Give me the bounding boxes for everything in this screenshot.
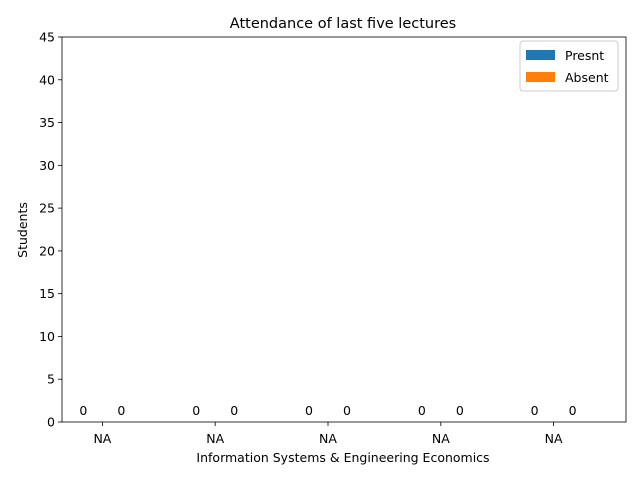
bar-value-label: 0: [117, 403, 125, 418]
y-tick-label: 35: [39, 115, 55, 130]
legend-label-absent: Absent: [565, 70, 609, 85]
bar-value-label: 0: [569, 403, 577, 418]
bar-value-label: 0: [192, 403, 200, 418]
bar-value-label: 0: [230, 403, 238, 418]
legend-entry-absent: Absent: [526, 70, 609, 85]
bar-value-label: 0: [531, 403, 539, 418]
y-tick-label: 0: [47, 415, 55, 430]
y-ticks-layer: 0 5 10 15 20 25 30 35 40 45: [39, 30, 62, 430]
bar-value-label: 0: [343, 403, 351, 418]
x-tick-label: NA: [206, 431, 224, 446]
x-ticks-layer: NA NA NA NA NA: [93, 422, 563, 446]
y-tick-label: 15: [39, 286, 55, 301]
y-tick-label: 5: [47, 372, 55, 387]
y-tick-label: 25: [39, 201, 55, 216]
y-tick-label: 30: [39, 158, 55, 173]
bar-value-label: 0: [418, 403, 426, 418]
y-tick-label: 40: [39, 72, 55, 87]
legend-swatch-absent: [526, 72, 555, 82]
x-tick-label: NA: [432, 431, 450, 446]
x-tick-label: NA: [319, 431, 337, 446]
x-tick-label: NA: [545, 431, 563, 446]
x-axis-label: Information Systems & Engineering Econom…: [196, 450, 489, 465]
data-labels-layer: 0 0 0 0 0 0 0 0 0 0: [79, 403, 576, 418]
y-tick-label: 10: [39, 329, 55, 344]
x-tick-label: NA: [93, 431, 111, 446]
y-tick-label: 45: [39, 30, 55, 45]
legend-swatch-present: [526, 50, 555, 60]
plot-frame: [61, 36, 627, 423]
bar-value-label: 0: [79, 403, 87, 418]
legend: Presnt Absent: [519, 40, 619, 92]
bar-value-label: 0: [456, 403, 464, 418]
axes-layer: [61, 36, 627, 423]
bar-value-label: 0: [305, 403, 313, 418]
y-tick-label: 20: [39, 243, 55, 258]
chart-title: Attendance of last five lectures: [230, 16, 456, 32]
legend-label-present: Presnt: [565, 48, 604, 63]
legend-entry-present: Presnt: [526, 48, 604, 63]
y-axis-label: Students: [15, 202, 30, 258]
